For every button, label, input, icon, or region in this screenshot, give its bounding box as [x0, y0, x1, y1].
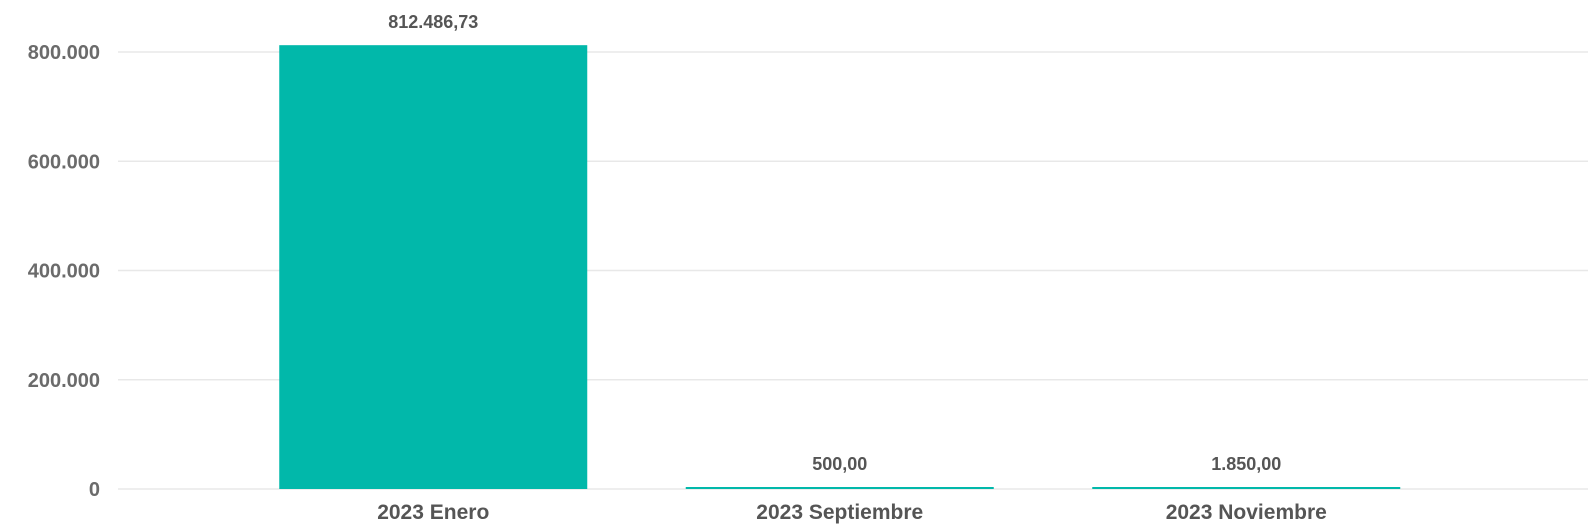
data-label: 1.850,00: [1211, 454, 1281, 474]
y-tick-label: 400.000: [28, 261, 100, 283]
bar[interactable]: [1092, 487, 1401, 489]
y-tick-label: 800.000: [28, 42, 100, 64]
data-labels: 812.486,73 500,00 1.850,00: [388, 12, 1281, 474]
y-tick-label: 600.000: [28, 151, 100, 173]
x-category-label: 2023 Enero: [377, 501, 489, 524]
x-axis: 2023 Enero 2023 Septiembre 2023 Noviembre: [377, 501, 1327, 524]
x-category-label: 2023 Noviembre: [1166, 501, 1327, 524]
y-tick-label: 200.000: [28, 370, 100, 392]
x-category-label: 2023 Septiembre: [756, 501, 923, 524]
bar[interactable]: [279, 45, 588, 489]
y-axis: 0 200.000 400.000 600.000 800.000: [28, 42, 100, 501]
bars: [279, 45, 1401, 489]
data-label: 500,00: [812, 454, 867, 474]
data-label: 812.486,73: [388, 12, 478, 32]
y-tick-label: 0: [89, 479, 100, 501]
bar[interactable]: [685, 487, 994, 489]
